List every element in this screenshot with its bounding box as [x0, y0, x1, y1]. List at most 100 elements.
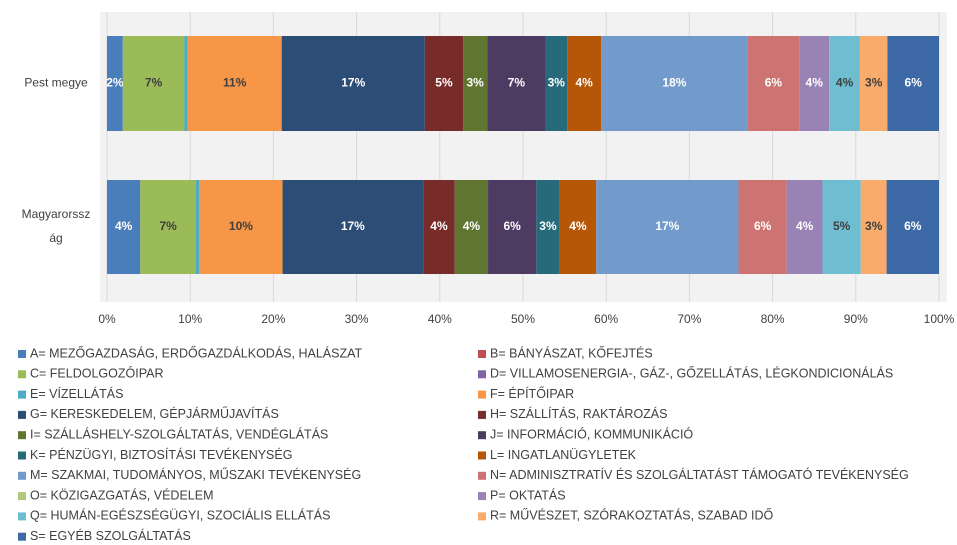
bar-segment — [122, 36, 185, 131]
data-label: 6% — [765, 76, 783, 90]
bar-segment — [786, 180, 823, 274]
data-label: 4% — [430, 219, 448, 233]
data-label: 3% — [466, 76, 484, 90]
data-label: 10% — [229, 219, 253, 233]
legend-swatch — [478, 390, 486, 399]
bar-segment — [107, 36, 123, 131]
bar-segment — [545, 36, 568, 131]
bar-segment — [454, 180, 489, 274]
legend-swatch — [18, 492, 26, 501]
bar-segment — [559, 180, 597, 274]
bar-segment — [282, 180, 424, 274]
data-label: 17% — [341, 76, 365, 90]
legend-swatch — [18, 471, 26, 480]
data-label: 4% — [569, 219, 587, 233]
bar-segment — [738, 180, 787, 274]
bar-segment — [423, 180, 455, 274]
legend-label: C= FELDOLGOZÓIPAR — [30, 366, 163, 381]
x-tick-label: 40% — [428, 312, 452, 326]
legend-swatch — [478, 471, 486, 480]
data-label: 3% — [548, 76, 566, 90]
legend-label: Q= HUMÁN-EGÉSZSÉGÜGYI, SZOCIÁLIS ELLÁTÁS — [30, 508, 330, 523]
bar-segment — [860, 180, 887, 274]
data-label: 4% — [796, 219, 814, 233]
data-label: 6% — [904, 219, 922, 233]
bar-segment — [424, 36, 464, 131]
data-label: 2% — [106, 76, 124, 90]
data-label: 11% — [223, 76, 247, 90]
x-tick-label: 50% — [511, 312, 535, 326]
legend-label: S= EGYÉB SZOLGÁLTATÁS — [30, 528, 191, 543]
data-label: 3% — [865, 76, 883, 90]
legend-label: N= ADMINISZTRATÍV ÉS SZOLGÁLTATÁST TÁMOG… — [490, 467, 909, 482]
legend-swatch — [478, 512, 486, 521]
data-label: 7% — [508, 76, 526, 90]
bar-segment — [887, 36, 939, 131]
legend-label: D= VILLAMOSENERGIA-, GÁZ-, GŐZELLÁTÁS, L… — [490, 366, 893, 381]
legend-label: G= KERESKEDELEM, GÉPJÁRMŰJAVÍTÁS — [30, 406, 279, 421]
x-tick-label: 0% — [98, 312, 116, 326]
legend-label: E= VÍZELLÁTÁS — [30, 386, 123, 401]
legend-label: P= OKTATÁS — [490, 487, 566, 502]
data-label: 4% — [836, 76, 854, 90]
legend-swatch — [478, 370, 486, 379]
legend-swatch — [18, 512, 26, 521]
legend-swatch — [478, 492, 486, 501]
bar-segment — [187, 36, 282, 131]
legend-label: B= BÁNYÁSZAT, KŐFEJTÉS — [490, 345, 653, 360]
x-tick-label: 30% — [345, 312, 369, 326]
x-tick-label: 80% — [761, 312, 785, 326]
legend-swatch — [478, 431, 486, 440]
legend-swatch — [478, 451, 486, 460]
data-label: 18% — [662, 76, 686, 90]
data-label: 5% — [435, 76, 453, 90]
bar-segment — [886, 180, 939, 274]
y-tick-label: Pest megye — [24, 76, 88, 90]
bar-segment — [747, 36, 800, 131]
x-tick-label: 70% — [677, 312, 701, 326]
bar-segment — [196, 180, 200, 274]
bar-segment — [567, 36, 602, 131]
bar-segment — [281, 36, 425, 131]
bar-segment — [822, 180, 861, 274]
bar-segment — [199, 180, 283, 274]
bar-segment — [184, 36, 188, 131]
bar-segment — [536, 180, 560, 274]
x-tick-label: 60% — [594, 312, 618, 326]
x-tick-label: 100% — [924, 312, 955, 326]
x-tick-label: 90% — [844, 312, 868, 326]
bar-segment — [487, 36, 546, 131]
data-label: 6% — [754, 219, 772, 233]
legend-label: K= PÉNZÜGYI, BIZTOSÍTÁSI TEVÉKENYSÉG — [30, 447, 292, 462]
bar-segment — [829, 36, 860, 131]
legend-label: I= SZÁLLÁSHELY-SZOLGÁLTATÁS, VENDÉGLÁTÁS — [30, 426, 328, 441]
legend-swatch — [18, 410, 26, 419]
bar-segment — [107, 180, 141, 274]
bar-segment — [596, 180, 739, 274]
data-label: 4% — [575, 76, 593, 90]
data-label: 6% — [905, 76, 923, 90]
legend-label: O= KÖZIGAZGATÁS, VÉDELEM — [30, 487, 214, 502]
legend-swatch — [478, 410, 486, 419]
legend-swatch — [18, 532, 26, 541]
legend-swatch — [478, 350, 486, 358]
data-label: 4% — [806, 76, 824, 90]
x-tick-label: 10% — [178, 312, 202, 326]
data-label: 17% — [341, 219, 365, 233]
legend-swatch — [18, 431, 26, 440]
bar-segment — [140, 180, 197, 274]
legend-swatch — [18, 350, 26, 358]
bar-segment — [799, 36, 830, 131]
legend-swatch — [18, 451, 26, 460]
legend-label: F= ÉPÍTŐIPAR — [490, 386, 574, 401]
legend-label: M= SZAKMAI, TUDOMÁNYOS, MŰSZAKI TEVÉKENY… — [30, 467, 361, 482]
x-tick-label: 20% — [261, 312, 285, 326]
data-label: 7% — [159, 219, 177, 233]
legend-label: H= SZÁLLÍTÁS, RAKTÁROZÁS — [490, 406, 667, 421]
legend-swatch — [18, 390, 26, 399]
data-label: 3% — [865, 219, 883, 233]
y-tick-label: Magyarorssz ág — [22, 207, 91, 245]
data-label: 6% — [504, 219, 522, 233]
legend-label: A= MEZŐGAZDASÁG, ERDŐGAZDÁLKODÁS, HALÁSZ… — [30, 345, 362, 360]
